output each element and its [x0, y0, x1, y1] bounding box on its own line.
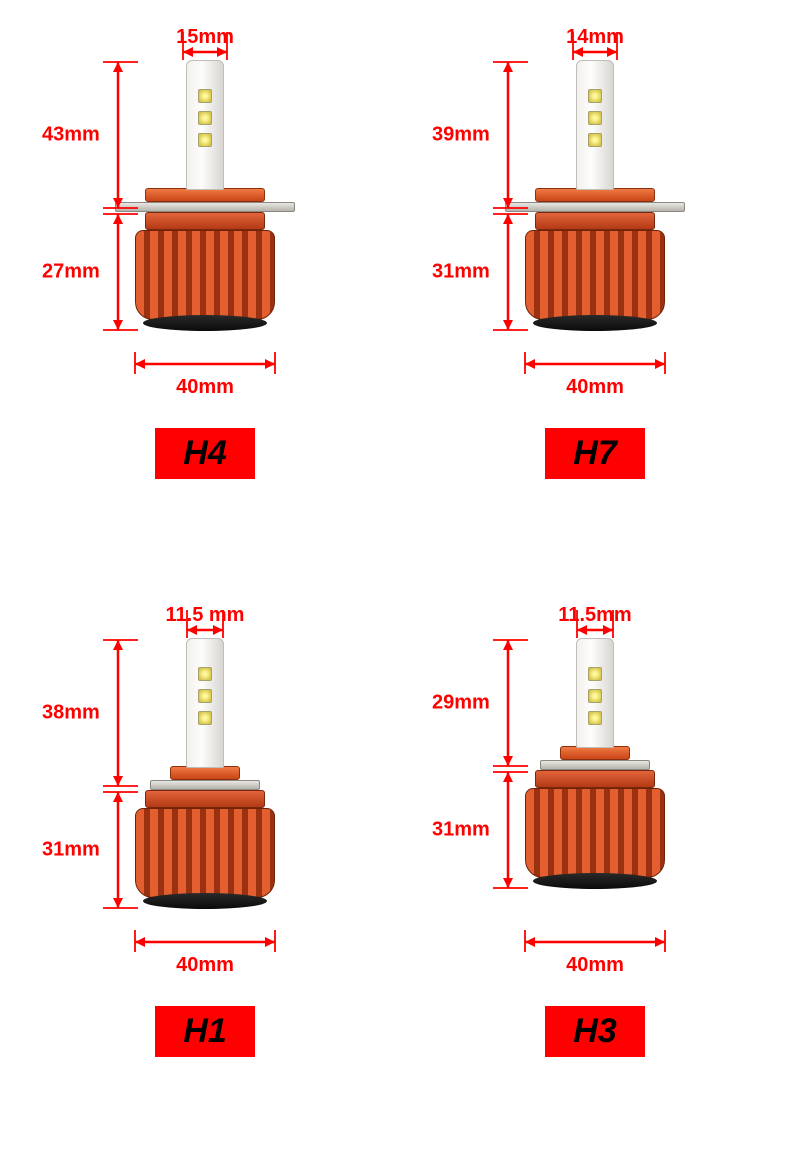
dimension-label: 31mm — [432, 819, 490, 842]
dimension-lower-height: 27mm — [48, 212, 138, 332]
dimension-tip-width: 14mm — [535, 32, 655, 60]
bulb-midring — [535, 770, 655, 788]
model-badge: H7 — [545, 428, 644, 479]
led-chip-icon — [198, 111, 212, 125]
dimension-label: 38mm — [42, 702, 100, 725]
bulb-tip — [576, 638, 614, 748]
dimension-label: 11.5 mm — [166, 604, 245, 627]
bulb-tip — [186, 638, 224, 768]
bulb-heatsink — [135, 808, 275, 898]
bulb-collar — [170, 766, 240, 780]
dimension-label: 40mm — [566, 954, 624, 977]
model-badge: H3 — [545, 1006, 644, 1057]
dimension-label: 40mm — [566, 376, 624, 399]
model-label: H4 — [183, 434, 226, 472]
bulb-collar — [560, 746, 630, 760]
led-chip-icon — [198, 89, 212, 103]
dimension-diagram: 14mm 39mm 31mm 40mm — [420, 30, 770, 410]
model-badge: H4 — [155, 428, 254, 479]
dimension-tip-width: 15mm — [145, 32, 265, 60]
led-chip-icon — [198, 133, 212, 147]
led-chip-icon — [588, 111, 602, 125]
dimension-label: 31mm — [432, 261, 490, 284]
led-chip-icon — [198, 667, 212, 681]
dimension-label: 31mm — [42, 839, 100, 862]
led-chip-icon — [588, 667, 602, 681]
bulb-midring — [535, 212, 655, 230]
dimension-label: 43mm — [42, 124, 100, 147]
model-label: H7 — [573, 434, 616, 472]
bulb-collar — [535, 188, 655, 202]
dimension-base-width: 40mm — [505, 352, 685, 380]
led-chip-icon — [588, 711, 602, 725]
bulb-flange — [115, 202, 295, 212]
bulb-tip — [186, 60, 224, 190]
led-chip-icon — [588, 89, 602, 103]
dimension-lower-height: 31mm — [438, 212, 528, 332]
bulb-tip — [576, 60, 614, 190]
product-cell: 11.5 mm 38mm 31mm 40mm H1 — [20, 608, 390, 1126]
dimension-diagram: 11.5mm 29mm 31mm 40mm — [420, 608, 770, 988]
dimension-diagram: 15mm 43mm — [30, 30, 380, 410]
bulb-heatsink — [135, 230, 275, 320]
bulb-flange — [505, 202, 685, 212]
bulb-heatsink — [525, 788, 665, 878]
product-cell: 15mm 43mm — [20, 30, 390, 548]
bulb-heatsink — [525, 230, 665, 320]
dimension-upper-height: 29mm — [438, 638, 528, 768]
dimension-label: 40mm — [176, 376, 234, 399]
dimension-lower-height: 31mm — [48, 790, 138, 910]
model-label: H1 — [183, 1012, 226, 1050]
dimension-lower-height: 31mm — [438, 770, 528, 890]
model-badge: H1 — [155, 1006, 254, 1057]
bulb-collar — [145, 188, 265, 202]
dimension-label: 11.5mm — [558, 604, 631, 627]
dimension-label: 40mm — [176, 954, 234, 977]
bulb-illustration — [525, 638, 665, 878]
led-chip-icon — [198, 711, 212, 725]
dimension-tip-width: 11.5 mm — [145, 610, 265, 638]
dimension-base-width: 40mm — [115, 352, 295, 380]
model-label: H3 — [573, 1012, 616, 1050]
dimension-base-width: 40mm — [505, 930, 685, 958]
led-chip-icon — [588, 133, 602, 147]
product-cell: 14mm 39mm 31mm 40mm H7 — [410, 30, 780, 548]
bulb-midring — [145, 212, 265, 230]
led-chip-icon — [588, 689, 602, 703]
product-cell: 11.5mm 29mm 31mm 40mm H3 — [410, 608, 780, 1126]
product-dimension-grid: 15mm 43mm — [0, 0, 800, 1156]
dimension-label: 39mm — [432, 124, 490, 147]
dimension-upper-height: 38mm — [48, 638, 138, 788]
bulb-illustration — [505, 60, 685, 320]
dimension-base-width: 40mm — [115, 930, 295, 958]
dimension-label: 29mm — [432, 692, 490, 715]
dimension-label: 14mm — [566, 26, 624, 49]
bulb-illustration — [135, 638, 275, 898]
dimension-upper-height: 39mm — [438, 60, 528, 210]
bulb-flange — [540, 760, 650, 770]
dimension-upper-height: 43mm — [48, 60, 138, 210]
bulb-midring — [145, 790, 265, 808]
dimension-diagram: 11.5 mm 38mm 31mm 40mm — [30, 608, 380, 988]
bulb-flange — [150, 780, 260, 790]
dimension-label: 15mm — [176, 26, 234, 49]
led-chip-icon — [198, 689, 212, 703]
dimension-label: 27mm — [42, 261, 100, 284]
bulb-illustration — [115, 60, 295, 320]
dimension-tip-width: 11.5mm — [535, 610, 655, 638]
